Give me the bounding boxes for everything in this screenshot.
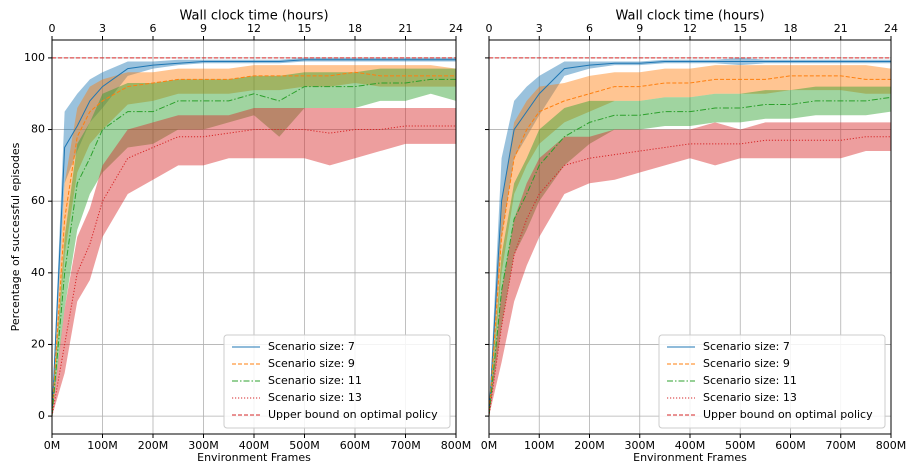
band xyxy=(489,122,891,417)
legend-label: Scenario size: 11 xyxy=(268,374,362,387)
plot-area xyxy=(52,57,456,417)
line xyxy=(52,59,456,417)
legend-label: Scenario size: 7 xyxy=(268,340,355,353)
x-tick-label: 400M xyxy=(239,439,270,452)
x-tick-label: 300M xyxy=(188,439,219,452)
x-tick-label: 800M xyxy=(441,439,472,452)
x2-tick-label: 21 xyxy=(834,22,848,35)
legend-label: Upper bound on optimal policy xyxy=(268,408,438,421)
plot-frame xyxy=(51,39,457,435)
legend-label: Scenario size: 11 xyxy=(703,374,797,387)
plot-area xyxy=(489,57,891,417)
x-tick-label: 300M xyxy=(625,439,656,452)
y-tick-label: 100 xyxy=(24,51,45,64)
x2-tick-label: 3 xyxy=(99,22,106,35)
x-tick-label: 400M xyxy=(675,439,706,452)
y-tick-label: 20 xyxy=(31,337,45,350)
band xyxy=(489,65,891,417)
legend-box xyxy=(223,334,451,429)
x-tick-label: 200M xyxy=(138,439,169,452)
line xyxy=(52,71,456,417)
x2-tick-label: 21 xyxy=(399,22,413,35)
line xyxy=(489,136,891,417)
y-axis-label: Percentage of successful episodes xyxy=(9,142,22,331)
x2-tick-label: 0 xyxy=(486,22,493,35)
x-tick-label: 600M xyxy=(775,439,806,452)
legend-label: Upper bound on optimal policy xyxy=(703,408,873,421)
band xyxy=(52,108,456,417)
x-tick-label: 200M xyxy=(574,439,605,452)
line xyxy=(489,96,891,417)
x2-tick-label: 24 xyxy=(449,22,463,35)
x2-tick-label: 15 xyxy=(298,22,312,35)
x-tick-label: 600M xyxy=(340,439,371,452)
y-tick-label: 60 xyxy=(31,194,45,207)
y-tick-label: 80 xyxy=(31,123,45,136)
band xyxy=(52,57,456,417)
x2-axis-label: Wall clock time (hours) xyxy=(615,9,764,24)
x2-tick-label: 18 xyxy=(784,22,798,35)
band xyxy=(489,57,891,417)
x-axis-label: Environment Frames xyxy=(633,451,747,464)
x2-tick-label: 12 xyxy=(683,22,697,35)
legend-label: Scenario size: 13 xyxy=(703,391,797,404)
x2-tick-label: 12 xyxy=(247,22,261,35)
x2-tick-label: 9 xyxy=(636,22,643,35)
line xyxy=(489,75,891,417)
x-tick-label: 100M xyxy=(524,439,555,452)
x2-tick-label: 3 xyxy=(536,22,543,35)
x-tick-label: 500M xyxy=(289,439,320,452)
x2-tick-label: 15 xyxy=(733,22,747,35)
line xyxy=(52,78,456,417)
legend-label: Scenario size: 9 xyxy=(703,357,790,370)
x-tick-label: 500M xyxy=(725,439,756,452)
band xyxy=(52,65,456,417)
x2-tick-label: 9 xyxy=(200,22,207,35)
plot-frame xyxy=(488,39,892,435)
x-tick-label: 0M xyxy=(481,439,498,452)
legend-label: Scenario size: 9 xyxy=(268,357,355,370)
x2-tick-label: 6 xyxy=(586,22,593,35)
x-tick-label: 100M xyxy=(87,439,118,452)
line xyxy=(489,60,891,417)
legend-box xyxy=(658,334,886,429)
x2-tick-label: 6 xyxy=(150,22,157,35)
x2-tick-label: 18 xyxy=(348,22,362,35)
x-tick-label: 700M xyxy=(390,439,421,452)
y-tick-label: 40 xyxy=(31,266,45,279)
y-tick-label: 0 xyxy=(38,409,45,422)
x-axis-label: Environment Frames xyxy=(197,451,311,464)
x2-tick-label: 24 xyxy=(884,22,898,35)
legend-label: Scenario size: 13 xyxy=(268,391,362,404)
x2-axis-label: Wall clock time (hours) xyxy=(179,9,328,24)
x2-tick-label: 0 xyxy=(49,22,56,35)
x-tick-label: 800M xyxy=(876,439,907,452)
x-tick-label: 700M xyxy=(826,439,857,452)
legend-label: Scenario size: 7 xyxy=(703,340,790,353)
x-tick-label: 0M xyxy=(44,439,61,452)
